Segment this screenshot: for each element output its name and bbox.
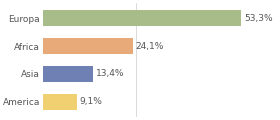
Bar: [43, 10, 241, 26]
Bar: [43, 38, 132, 54]
Bar: [43, 94, 77, 110]
Text: 13,4%: 13,4%: [96, 69, 124, 78]
Text: 9,1%: 9,1%: [80, 97, 103, 106]
Bar: [43, 66, 93, 82]
Text: 24,1%: 24,1%: [136, 42, 164, 51]
Text: 53,3%: 53,3%: [244, 14, 273, 23]
